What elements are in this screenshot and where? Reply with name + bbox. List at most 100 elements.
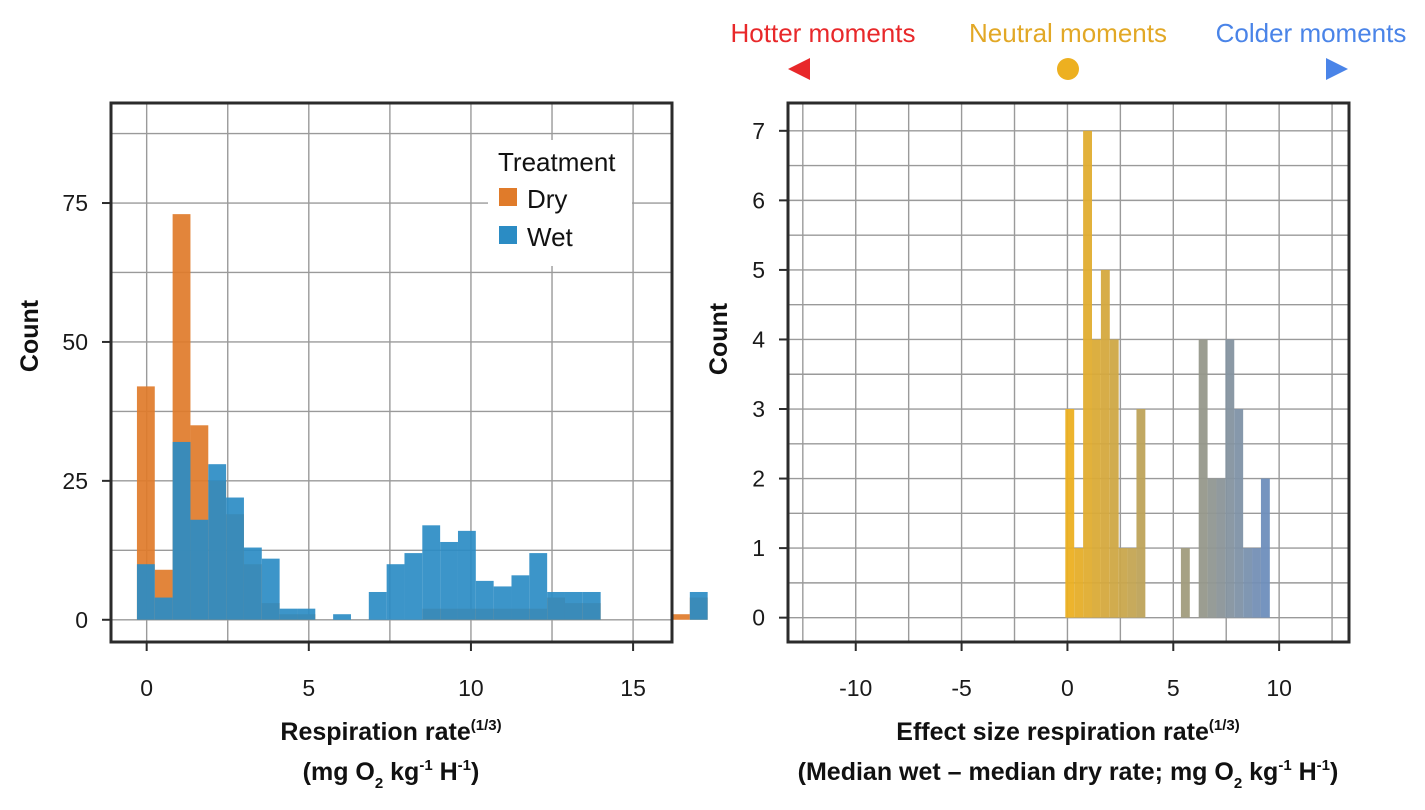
left-xl2-sup1: -1: [419, 757, 432, 774]
right-xl2-c: H: [1292, 758, 1317, 786]
right-ytick-label-1: 1: [752, 535, 765, 561]
left-bar-wet-22: [529, 553, 548, 620]
left-bar-wet-8: [279, 608, 298, 620]
legend: Treatment Dry Wet: [488, 140, 632, 266]
right-bar-effect-20: [1243, 548, 1253, 618]
right-bar-effect-19: [1234, 409, 1244, 618]
right-ticks: -10 -5 0 5 10 0 1 2 3 4 5 6 7: [752, 118, 1292, 701]
right-xl2-sup1: -1: [1278, 757, 1291, 774]
right-bar-effect-5: [1109, 339, 1119, 618]
right-xtick-label-4: 10: [1266, 675, 1292, 701]
left-bar-wet-2: [172, 441, 191, 620]
right-xl2-b: kg: [1242, 758, 1278, 786]
left-xtick-label-1: 5: [302, 675, 315, 701]
left-bar-wet-14: [386, 564, 405, 620]
left-bar-wet-11: [333, 614, 351, 620]
left-bar-dry-0: [136, 386, 155, 620]
right-bar-effect-1: [1074, 548, 1084, 618]
left-x-axis-label-line2: (mg O2 kg-1 H-1): [303, 757, 480, 792]
left-bar-dry-30: [672, 614, 690, 620]
left-xl2-sup2: -1: [458, 757, 471, 774]
right-xtick-label-3: 5: [1167, 675, 1180, 701]
left-x-axis-label-line1: Respiration rate(1/3): [280, 717, 501, 746]
right-x-axis-label-line1: Effect size respiration rate(1/3): [896, 717, 1239, 746]
left-xlabel-sup: (1/3): [471, 717, 502, 734]
left-ytick-label-1: 25: [62, 468, 88, 494]
left-bar-wet-4: [208, 464, 227, 620]
left-ytick-label-0: 0: [75, 607, 88, 633]
legend-key-dry: [499, 188, 517, 206]
left-xl2-d: ): [471, 758, 479, 786]
right-xl2-sub: 2: [1234, 775, 1242, 792]
left-xl2-a: (mg O: [303, 758, 375, 786]
right-ytick-label-0: 0: [752, 605, 765, 631]
left-xtick-label-3: 15: [620, 675, 646, 701]
right-xl2-d: ): [1330, 758, 1338, 786]
right-bar-effect-21: [1252, 548, 1261, 618]
left-bar-wet-17: [440, 541, 458, 620]
respiration-rate-histogram: 0 5 10 15 0 25 50 75 Count Respiration rate(1/3…: [16, 101, 708, 792]
right-ytick-label-4: 4: [752, 326, 765, 352]
right-bar-effect-13: [1180, 548, 1190, 618]
left-ticks: 0 5 10 15 0 25 50 75: [62, 190, 645, 701]
colder-arrowhead: [1326, 58, 1348, 80]
left-bars: [136, 214, 708, 620]
left-bar-wet-19: [475, 580, 494, 620]
legend-title: Treatment: [498, 147, 616, 177]
left-bar-wet-20: [493, 586, 512, 620]
left-bar-wet-18: [457, 530, 476, 620]
moments-annotation: Hotter moments Neutral moments Colder mo…: [731, 18, 1407, 80]
right-panel-border: [786, 101, 1351, 644]
legend-key-wet: [499, 226, 517, 244]
left-xl2-b: kg: [383, 758, 419, 786]
right-xlabel-text: Effect size respiration rate: [896, 718, 1209, 746]
right-xl2-a: (Median wet – median dry rate; mg O: [798, 758, 1234, 786]
left-bar-wet-0: [136, 564, 155, 620]
right-bar-effect-16: [1207, 478, 1217, 618]
right-ytick-label-7: 7: [752, 118, 765, 144]
right-bar-effect-0: [1065, 409, 1075, 618]
right-bar-effect-22: [1260, 478, 1270, 618]
left-y-axis-label: Count: [16, 299, 44, 372]
right-xlabel-sup: (1/3): [1209, 717, 1240, 734]
effect-size-histogram: -10 -5 0 5 10 0 1 2 3 4 5 6 7 Count Effect size resp…: [705, 101, 1351, 792]
neutral-marker: [1057, 58, 1079, 80]
neutral-moments-label: Neutral moments: [969, 18, 1167, 48]
right-xtick-label-0: -10: [839, 675, 872, 701]
right-ytick-label-6: 6: [752, 187, 765, 213]
left-bar-wet-24: [564, 591, 583, 620]
right-bar-effect-18: [1225, 339, 1235, 618]
left-xl2-c: H: [433, 758, 458, 786]
right-bars: [1065, 130, 1270, 618]
right-xtick-label-2: 0: [1061, 675, 1074, 701]
right-bar-effect-17: [1216, 478, 1226, 618]
right-bar-effect-15: [1198, 339, 1208, 618]
right-bar-effect-8: [1136, 409, 1146, 618]
right-bar-effect-4: [1100, 269, 1110, 618]
right-xl2-sup2: -1: [1317, 757, 1330, 774]
left-bar-wet-13: [368, 591, 387, 620]
right-y-axis-label: Count: [705, 302, 733, 375]
left-bar-wet-5: [226, 497, 244, 620]
left-bar-wet-21: [511, 575, 530, 620]
hotter-moments-label: Hotter moments: [731, 18, 916, 48]
left-bar-wet-1: [154, 597, 173, 620]
right-ytick-label-5: 5: [752, 257, 765, 283]
left-bar-wet-3: [190, 519, 209, 620]
left-bar-wet-15: [404, 553, 423, 620]
left-xl2-sub: 2: [375, 775, 383, 792]
left-ytick-label-2: 50: [62, 329, 88, 355]
right-bar-effect-3: [1091, 339, 1101, 618]
left-xtick-label-0: 0: [140, 675, 153, 701]
left-panel-border: [109, 101, 674, 644]
right-ytick-label-3: 3: [752, 396, 765, 422]
right-bar-effect-2: [1083, 130, 1092, 618]
left-bar-wet-25: [582, 591, 601, 620]
colder-moments-label: Colder moments: [1216, 18, 1407, 48]
left-bar-wet-9: [297, 608, 316, 620]
right-bar-effect-6: [1118, 548, 1128, 618]
right-xtick-label-1: -5: [951, 675, 971, 701]
left-bar-wet-7: [261, 558, 280, 620]
left-xlabel-text: Respiration rate: [280, 718, 470, 746]
